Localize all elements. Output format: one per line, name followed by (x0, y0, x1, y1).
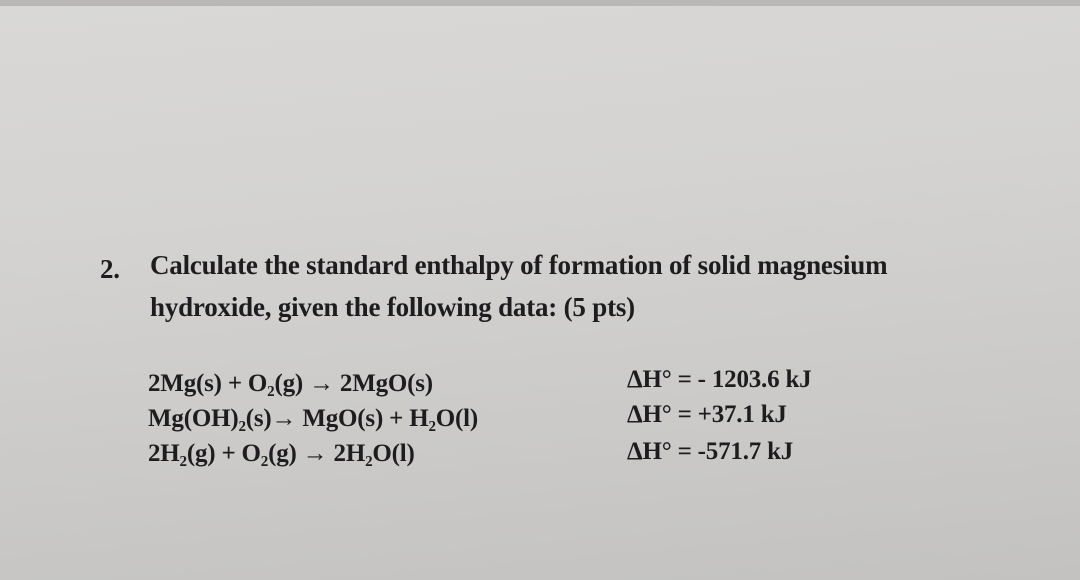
enthalpy: ΔH° = +37.1 kJ (627, 401, 787, 428)
question-line: hydroxide, given the following data: (5 … (150, 292, 635, 322)
question-line: Calculate the standard enthalpy of forma… (150, 250, 888, 280)
equation: 2H₂(g) + O₂(g) → 2H₂O(l) (148, 440, 415, 467)
equation: 2Mg(s) + O₂(g) → 2MgO(s) (148, 370, 433, 397)
enthalpy: ΔH° = - 1203.6 kJ (627, 366, 812, 393)
enthalpy: ΔH° = -571.7 kJ (627, 438, 794, 465)
question-number: 2. (100, 254, 120, 284)
equation: Mg(OH)₂(s)→ MgO(s) + H₂O(l) (148, 405, 479, 432)
